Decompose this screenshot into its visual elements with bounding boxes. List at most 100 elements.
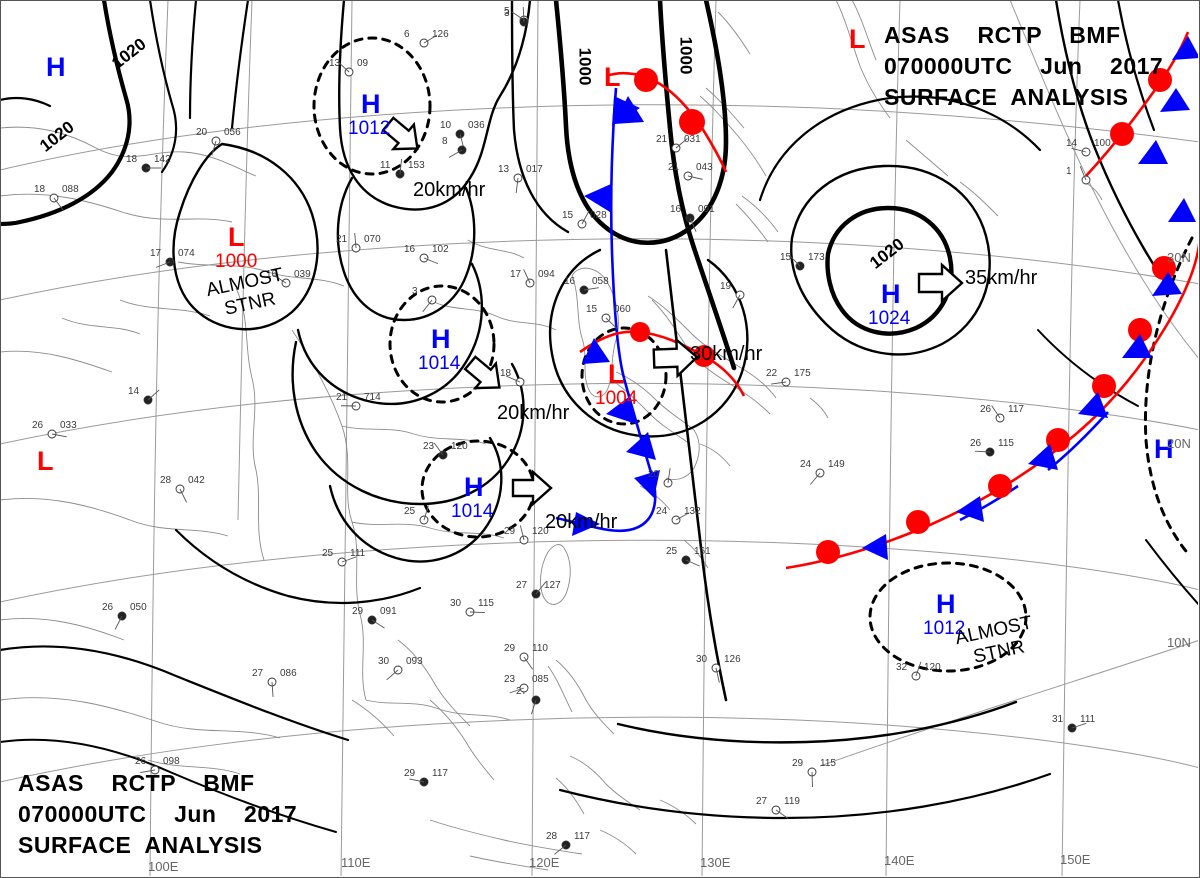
station-pressure: 028: [590, 210, 607, 221]
station-plot: 21 043: [668, 162, 713, 181]
header-line-2: 070000UTC Jun 2017: [884, 53, 1164, 80]
station-temperature: 29: [792, 758, 804, 769]
station-temperature: 19: [720, 281, 732, 292]
motion-label-4: 35km/hr: [965, 267, 1038, 289]
header-title-block: ASAS RCTP BMF 070000UTC Jun 2017 SURFACE…: [884, 20, 1163, 113]
station-temperature: 18: [126, 154, 138, 165]
station-temperature: 21: [336, 234, 348, 245]
station-temperature: 6: [404, 29, 410, 40]
station-temperature: 29: [504, 643, 516, 654]
station-pressure: 127: [544, 580, 561, 591]
station-plot: 26 050: [102, 602, 147, 630]
lon-label-120E: 120E: [529, 855, 560, 870]
station-plot: 3: [412, 286, 437, 313]
station-plot: 29 110: [504, 643, 548, 670]
pressure-center-l-6: L: [608, 359, 625, 389]
station-temperature: 26: [32, 420, 44, 431]
station-temperature: 30: [378, 656, 390, 667]
footer-line-2: 070000UTC Jun 2017: [18, 801, 298, 828]
station-temperature: 13: [329, 58, 341, 69]
motion-label-3: 30km/hr: [690, 343, 763, 365]
stationary-front-pacific: [785, 31, 1198, 570]
station-temperature: 14: [128, 386, 140, 397]
station-pressure: 085: [532, 674, 549, 685]
lon-label-110E: 110E: [341, 855, 371, 870]
station-temperature: 27: [252, 668, 264, 679]
station-plot: 24 132: [656, 506, 701, 525]
pressure-value-h-0: 1012: [348, 118, 391, 139]
station-temperature: 15: [562, 210, 574, 221]
pressure-center-h-4: H: [936, 589, 956, 619]
station-temperature: 31: [1052, 714, 1064, 725]
station-temperature: 25: [404, 506, 416, 517]
station-pressure: 060: [614, 304, 631, 315]
station-pressure: 086: [280, 668, 297, 679]
station-plot: 24 149: [800, 459, 845, 485]
motion-label-2: 20km/hr: [545, 511, 618, 533]
footer-line-3: SURFACE ANALYSIS: [18, 832, 263, 859]
station-plot: 25 161: [666, 546, 711, 567]
station-pressure: 043: [696, 162, 713, 173]
station-temperature: 17: [510, 269, 522, 280]
station-temperature: 23: [423, 441, 435, 452]
station-temperature: 26: [970, 438, 982, 449]
station-temperature: 13: [498, 164, 510, 175]
station-plot: 28 042: [160, 475, 205, 503]
station-temperature: 22: [766, 368, 778, 379]
pressure-center-l-8: L: [849, 24, 866, 54]
station-pressure: 091: [380, 606, 397, 617]
station-temperature: 20: [648, 469, 660, 480]
station-temperature: 11: [380, 160, 391, 171]
station-pressure: 149: [828, 459, 845, 470]
station-temperature: 28: [160, 475, 172, 486]
station-plot: 31 111: [1052, 714, 1096, 733]
station-plot: 18 088: [34, 184, 79, 211]
station-pressure: 120: [451, 441, 468, 452]
station-plot: 29 091: [352, 606, 397, 629]
station-plot: 20 056: [196, 127, 241, 156]
pressure-center-h-0: H: [361, 89, 381, 119]
station-pressure: 102: [432, 244, 449, 255]
station-plot: 28 117: [546, 831, 590, 855]
station-plot: 23 120: [423, 441, 468, 460]
station-plot: 16 039: [266, 269, 311, 288]
station-temperature: 25: [322, 548, 334, 559]
pressure-center-l-7: L: [37, 446, 54, 476]
station-pressure: 09: [357, 58, 369, 69]
station-temperature: 25: [666, 546, 678, 557]
station-pressure: 120: [924, 662, 941, 673]
isobar-label-2: 1000: [575, 47, 595, 86]
station-plot: 14 100: [1066, 138, 1111, 157]
station-plot: 18: [500, 368, 525, 387]
station-plot: 30 093: [378, 656, 423, 681]
station-plot: 29 115: [792, 758, 836, 788]
header-line-3: SURFACE ANALYSIS: [884, 84, 1129, 111]
isobar-label-3: 1000: [676, 36, 696, 75]
station-temperature: 16: [266, 269, 278, 280]
station-pressure: 074: [178, 248, 195, 259]
station-temperature: 23: [504, 674, 516, 685]
station-temperature: 21: [656, 134, 668, 145]
station-pressure: 117: [1008, 404, 1024, 415]
station-pressure: 142: [154, 154, 171, 165]
station-pressure: 042: [188, 475, 205, 486]
station-pressure: 091: [698, 204, 715, 215]
station-pressure: 173: [808, 252, 825, 263]
station-temperature: 26: [102, 602, 114, 613]
motion-arrows: [381, 116, 964, 507]
station-pressure: 031: [684, 134, 701, 145]
station-plot: 3: [504, 6, 529, 27]
station-plot: 26 033: [32, 420, 77, 439]
station-pressure: 115: [820, 758, 836, 769]
lat-label-30N: 30N: [1167, 250, 1191, 265]
lat-label-10N: 10N: [1167, 635, 1191, 650]
pressure-value-h-3: 1024: [868, 308, 911, 329]
station-pressure: 050: [130, 602, 147, 613]
station-plot: 1: [1066, 166, 1091, 185]
station-plot: 17 074: [150, 248, 195, 268]
station-temperature: 16: [670, 204, 682, 215]
station-temperature: 30: [450, 598, 462, 609]
